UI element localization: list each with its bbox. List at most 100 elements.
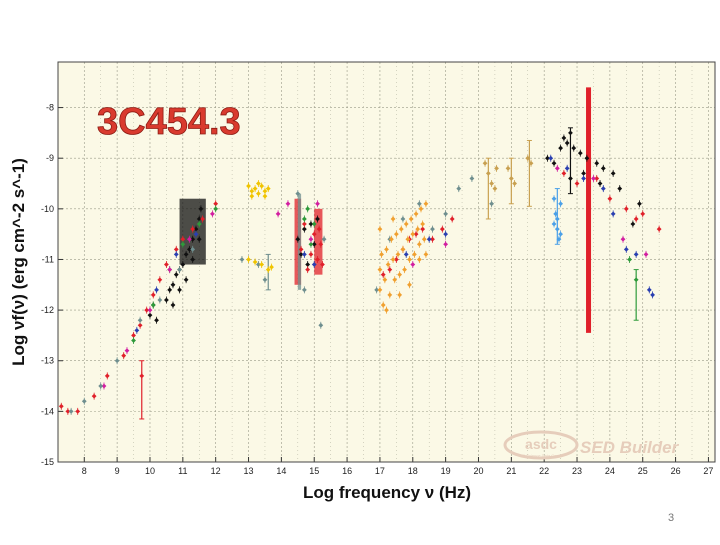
chart-title: 3C454.3 xyxy=(97,101,241,143)
y-tick-label: -15 xyxy=(41,457,54,467)
data-point xyxy=(413,231,419,237)
data-point xyxy=(311,231,317,237)
x-tick-label: 18 xyxy=(408,466,418,476)
data-point xyxy=(213,206,219,212)
data-point xyxy=(556,236,562,242)
data-band xyxy=(297,193,302,290)
data-point xyxy=(415,226,421,232)
data-point xyxy=(393,257,399,262)
data-point xyxy=(104,373,110,379)
data-point xyxy=(558,145,564,151)
data-point xyxy=(98,383,104,389)
data-point xyxy=(275,211,281,217)
data-point xyxy=(410,231,416,237)
data-point xyxy=(397,272,403,278)
data-point xyxy=(382,277,388,283)
x-tick-labels: 8 9 10 11 12 13 14 15 16 17 18 19 20 21 22 23 24 25 26 27 xyxy=(82,466,714,476)
x-tick-label: 22 xyxy=(539,466,549,476)
data-point xyxy=(528,160,534,166)
data-point xyxy=(308,241,314,247)
data-point xyxy=(564,140,570,146)
x-tick-label: 12 xyxy=(211,466,221,476)
data-point xyxy=(147,312,153,318)
data-point xyxy=(379,252,384,257)
x-tick-label: 19 xyxy=(441,466,451,476)
data-point xyxy=(410,262,416,267)
x-tick-label: 11 xyxy=(178,466,187,476)
x-tick-label: 14 xyxy=(276,466,286,476)
x-tick-label: 27 xyxy=(703,466,713,476)
data-point xyxy=(423,201,429,207)
data-point xyxy=(150,302,156,308)
data-point xyxy=(646,287,652,293)
data-point xyxy=(180,236,186,242)
data-point xyxy=(416,257,422,262)
data-point xyxy=(568,176,573,181)
data-point xyxy=(255,181,261,186)
watermark-text: SED Builder xyxy=(580,438,680,457)
data-point xyxy=(183,277,189,283)
data-point xyxy=(402,267,407,272)
data-point xyxy=(405,236,411,242)
plot-area xyxy=(58,62,715,462)
data-point xyxy=(180,241,186,247)
y-tick-label: -14 xyxy=(41,406,54,416)
data-point xyxy=(285,201,291,207)
data-point xyxy=(489,201,495,207)
x-tick-label: 25 xyxy=(638,466,648,476)
data-point xyxy=(387,292,393,298)
data-point xyxy=(301,226,307,232)
data-point xyxy=(298,246,304,252)
x-axis-label: Log frequency ν (Hz) xyxy=(303,483,471,502)
y-tick-label: -10 xyxy=(41,204,54,214)
data-point xyxy=(591,176,596,181)
data-point xyxy=(505,165,511,171)
data-point xyxy=(147,307,153,313)
y-tick-labels: -8 -9 -10 -11 -12 -13 -14 -15 xyxy=(41,103,54,467)
data-point xyxy=(139,373,145,379)
y-tick-label: -12 xyxy=(41,305,54,315)
data-point xyxy=(198,206,204,212)
data-point xyxy=(320,262,325,267)
data-point xyxy=(170,302,176,308)
data-point xyxy=(301,252,307,257)
data-point xyxy=(558,231,564,237)
data-point xyxy=(456,186,462,191)
data-point xyxy=(308,236,314,242)
data-point xyxy=(196,221,202,227)
data-point xyxy=(262,193,268,199)
data-point xyxy=(620,236,626,242)
data-point xyxy=(259,262,265,267)
data-point xyxy=(196,236,202,242)
data-point xyxy=(387,267,393,272)
data-point xyxy=(400,216,406,222)
data-point xyxy=(393,231,399,237)
y-tick-label: -9 xyxy=(46,153,54,163)
x-tick-label: 26 xyxy=(671,466,681,476)
data-point xyxy=(190,236,196,242)
y-tick-label: -13 xyxy=(41,356,54,366)
data-point xyxy=(315,257,320,262)
data-point xyxy=(252,259,258,265)
data-point xyxy=(157,297,163,303)
y-axis-label: Log νf(ν) (erg cm^-2 s^-1) xyxy=(9,158,28,366)
data-point xyxy=(408,216,414,222)
data-point xyxy=(398,226,404,232)
data-point xyxy=(384,246,389,252)
data-point xyxy=(420,221,426,227)
data-point xyxy=(301,216,307,222)
data-point xyxy=(305,262,311,267)
data-point xyxy=(416,241,422,247)
data-point xyxy=(403,252,409,257)
data-point xyxy=(420,226,426,232)
watermark-logo-ring xyxy=(503,430,579,460)
data-point xyxy=(416,201,422,207)
slide-number: 3 xyxy=(668,512,675,524)
data-point xyxy=(183,252,189,257)
data-point xyxy=(430,226,435,232)
data-point xyxy=(164,297,169,303)
data-point xyxy=(443,241,449,247)
data-point xyxy=(390,257,396,262)
